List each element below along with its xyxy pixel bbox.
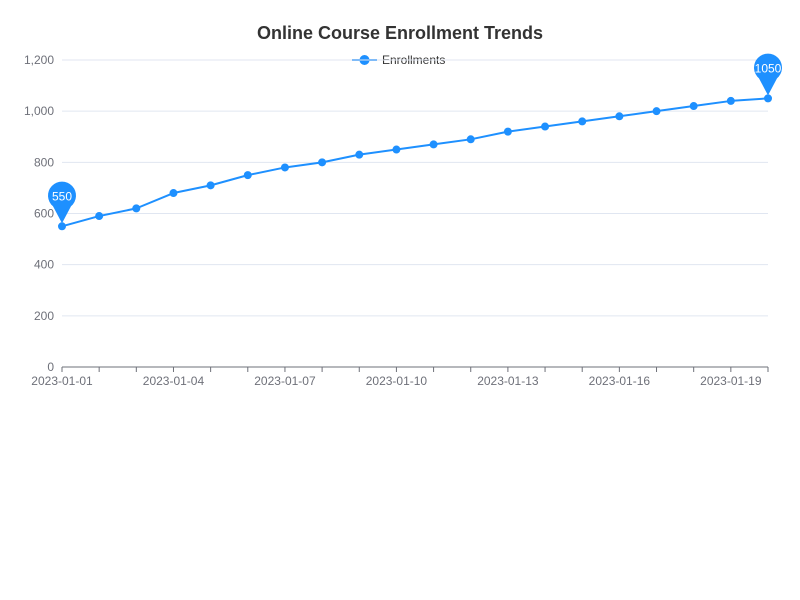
min-pin-icon [48,181,76,224]
y-axis: 0 200 400 600 800 1,000 1,200 [24,53,54,374]
x-tick-label: 2023-01-01 [31,374,93,388]
data-point[interactable] [541,122,550,131]
x-tick-label: 2023-01-07 [254,374,316,388]
y-tick-label: 400 [34,258,54,272]
y-tick-label: 600 [34,207,54,221]
x-tick-label: 2023-01-19 [700,374,762,388]
series-line [61,97,769,228]
grid-lines [62,59,768,317]
min-pin-label: 550 [52,189,72,203]
data-point[interactable] [503,127,512,136]
x-tick-label: 2023-01-10 [366,374,428,388]
data-point[interactable] [689,102,698,111]
data-point[interactable] [652,107,661,116]
x-tick-label: 2023-01-16 [589,374,651,388]
data-point[interactable] [95,212,104,221]
markers: 550 1050 [48,53,782,224]
y-tick-label: 200 [34,309,54,323]
max-pin-label: 1050 [755,61,782,75]
data-point[interactable] [615,112,624,121]
data-point[interactable] [764,94,772,103]
data-point[interactable] [578,117,587,126]
data-point[interactable] [466,135,475,144]
y-tick-label: 800 [34,155,54,169]
y-tick-label: 1,200 [24,53,54,67]
data-point[interactable] [280,163,289,172]
min-marker-pin[interactable]: 550 [48,181,76,224]
max-marker-pin[interactable]: 1050 [754,53,782,96]
max-pin-icon [754,53,782,96]
data-point[interactable] [169,189,178,198]
data-point[interactable] [58,222,66,231]
chart-title: Online Course Enrollment Trends [257,23,543,43]
data-point[interactable] [206,181,215,190]
data-point[interactable] [355,150,364,159]
x-axis: 2023-01-01 2023-01-04 2023-01-07 2023-01-10… [31,366,769,388]
data-point[interactable] [392,145,401,154]
x-tick-label: 2023-01-13 [477,374,539,388]
data-point[interactable] [243,171,252,180]
data-point[interactable] [726,96,735,105]
y-tick-label: 1,000 [24,104,54,118]
x-tick-label: 2023-01-04 [143,374,205,388]
series-enrollments [58,94,772,231]
data-point[interactable] [318,158,327,167]
data-point[interactable] [132,204,141,213]
data-point[interactable] [429,140,438,149]
y-tick-label: 0 [47,360,54,374]
